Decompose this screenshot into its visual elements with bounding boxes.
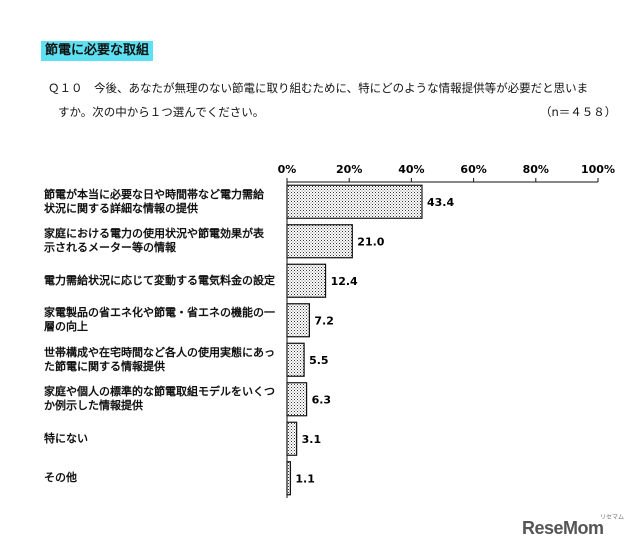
data-label: 21.0 — [357, 235, 384, 248]
bar — [286, 224, 353, 259]
data-label: 12.4 — [331, 275, 358, 288]
data-label: 7.2 — [314, 314, 334, 327]
x-tick-label: 80% — [523, 163, 549, 176]
question-line-2: すか。次の中から１つ選んでください。 — [58, 105, 265, 119]
section-heading: 節電に必要な取組 — [41, 41, 154, 61]
data-label: 43.4 — [427, 196, 454, 209]
bar — [286, 342, 305, 377]
bar — [286, 263, 327, 298]
x-tick-label: 0% — [278, 163, 297, 176]
data-label: 3.1 — [302, 433, 322, 446]
bar — [286, 382, 308, 417]
category-label: その他 — [44, 471, 77, 485]
bar — [286, 303, 310, 338]
sample-size: （n＝４５８） — [540, 105, 617, 119]
category-label: 電力需給状況に応じて変動する電気料金の設定 — [44, 273, 275, 287]
bar — [286, 461, 292, 496]
category-label: 特にない — [44, 431, 88, 445]
x-tick-label: 20% — [336, 163, 362, 176]
resemom-logo-sub: リセマム — [600, 514, 625, 521]
category-label: 世帯構成や在宅時間など各人の使用実態にあっ た節電に関する情報提供 — [44, 345, 275, 373]
data-label: 5.5 — [309, 354, 329, 367]
bar — [286, 421, 298, 456]
question-line-1: Ｑ１０ 今後、あなたが無理のない節電に取り組むために、特にどのような情報提供等が… — [48, 81, 589, 95]
category-label: 家電製品の省エネ化や節電・省エネの機能の一 層の向上 — [44, 306, 275, 334]
bar — [286, 184, 423, 219]
x-tick-label: 100% — [581, 163, 615, 176]
category-label: 節電が本当に必要な日や時間帯など電力需給 状況に関する詳細な情報の提供 — [44, 187, 264, 215]
resemom-logo: ReseMom — [522, 518, 604, 538]
category-label: 家庭における電力の使用状況や節電効果が表 示されるメーター等の情報 — [44, 227, 264, 255]
x-tick-label: 60% — [460, 163, 486, 176]
category-label: 家庭や個人の標準的な節電取組モデルをいくつ か例示した情報提供 — [44, 385, 275, 413]
data-label: 6.3 — [312, 393, 332, 406]
x-tick-label: 40% — [398, 163, 424, 176]
data-label: 1.1 — [295, 472, 315, 485]
